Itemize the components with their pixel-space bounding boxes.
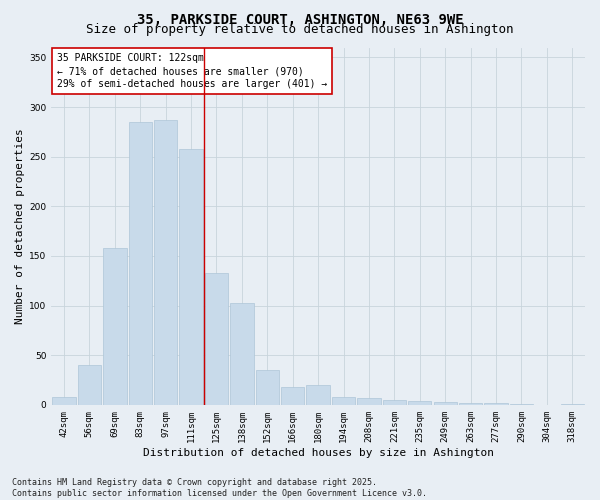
Bar bbox=[128, 122, 152, 405]
Bar bbox=[332, 397, 355, 405]
Bar bbox=[256, 370, 279, 405]
Bar bbox=[459, 403, 482, 405]
Bar bbox=[179, 148, 203, 405]
Text: Size of property relative to detached houses in Ashington: Size of property relative to detached ho… bbox=[86, 22, 514, 36]
Bar bbox=[408, 401, 431, 405]
Bar bbox=[307, 385, 330, 405]
Text: 35, PARKSIDE COURT, ASHINGTON, NE63 9WE: 35, PARKSIDE COURT, ASHINGTON, NE63 9WE bbox=[137, 12, 463, 26]
Bar bbox=[434, 402, 457, 405]
Text: 35 PARKSIDE COURT: 122sqm
← 71% of detached houses are smaller (970)
29% of semi: 35 PARKSIDE COURT: 122sqm ← 71% of detac… bbox=[56, 53, 327, 90]
Bar bbox=[154, 120, 178, 405]
Y-axis label: Number of detached properties: Number of detached properties bbox=[15, 128, 25, 324]
Bar bbox=[78, 365, 101, 405]
Bar bbox=[52, 397, 76, 405]
Bar bbox=[230, 302, 254, 405]
Bar bbox=[484, 403, 508, 405]
Bar bbox=[281, 387, 304, 405]
Bar bbox=[205, 273, 228, 405]
Bar bbox=[103, 248, 127, 405]
Text: Contains HM Land Registry data © Crown copyright and database right 2025.
Contai: Contains HM Land Registry data © Crown c… bbox=[12, 478, 427, 498]
X-axis label: Distribution of detached houses by size in Ashington: Distribution of detached houses by size … bbox=[143, 448, 494, 458]
Bar bbox=[510, 404, 533, 405]
Bar bbox=[357, 398, 380, 405]
Bar bbox=[383, 400, 406, 405]
Bar bbox=[560, 404, 584, 405]
